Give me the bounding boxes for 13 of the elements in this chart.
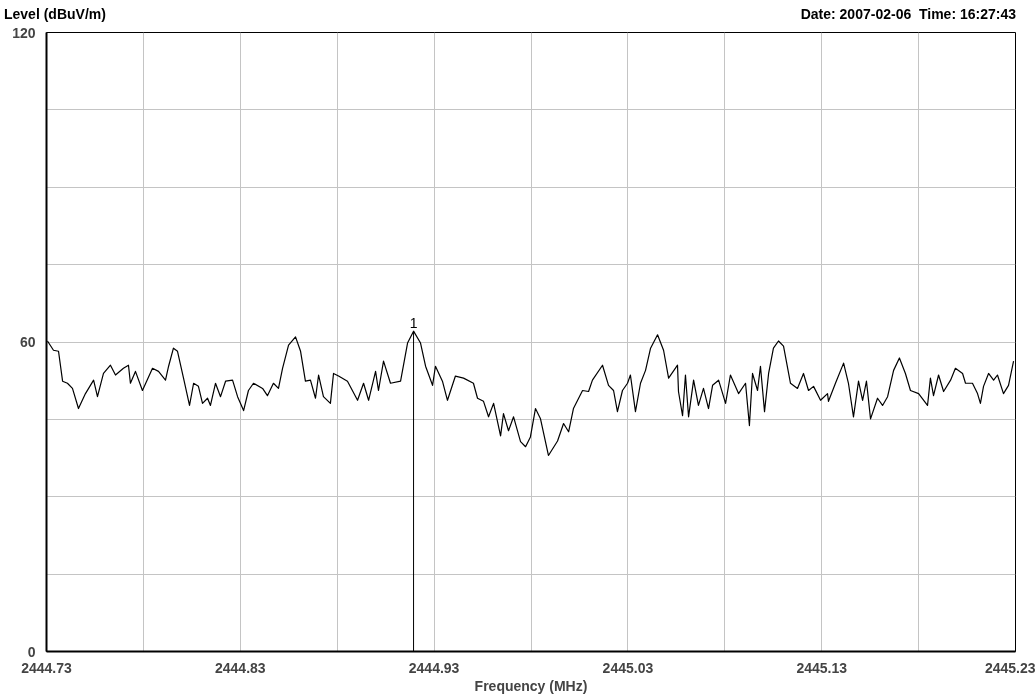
x-tick-label: 2444.73: [21, 659, 73, 676]
y-tick-label: 60: [19, 334, 36, 350]
x-tick-label: 2444.93: [408, 659, 460, 676]
annotation: 1: [409, 315, 418, 332]
x-tick-label: 2445.13: [796, 659, 848, 676]
x-tick-label: 2445.03: [602, 659, 654, 676]
text: Date: 2007-02-06 Time: 16:27:43: [800, 5, 1016, 24]
y-tick-label: 120: [12, 24, 36, 41]
x-tick-label: 2444.83: [215, 659, 266, 676]
x-axis-title: Frequency (MHz): [474, 677, 588, 694]
x-tick-label: 2445.23: [984, 659, 1035, 676]
y-axis-title: Level (dBuV/m): [4, 5, 106, 24]
y-tick-label: 0: [27, 643, 36, 660]
